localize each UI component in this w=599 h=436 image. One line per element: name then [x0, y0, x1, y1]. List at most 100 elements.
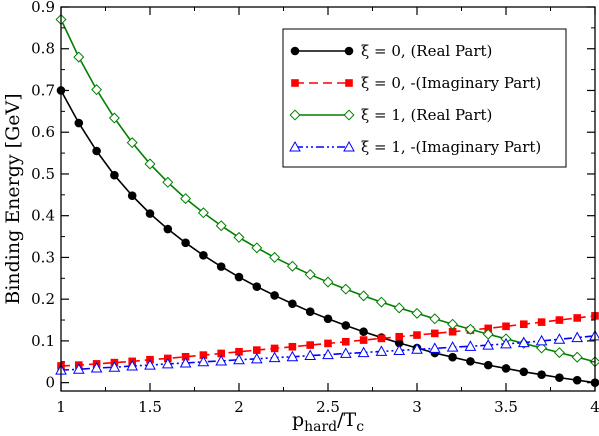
axes-layer: 1 1.5 2 2.5 3 3.5 4 0 0.1 0.2 0.3 0.4 0.5 0.6 0.7 0.8 0.… — [31, 0, 599, 416]
series-2-point — [448, 327, 457, 336]
y-tick-label: 0.6 — [31, 123, 55, 141]
series-4-point — [411, 343, 423, 354]
legend-swatch-marker — [343, 140, 355, 152]
series-3-point — [286, 260, 298, 272]
series-4-point — [517, 336, 530, 348]
legend-swatch-marker — [345, 79, 353, 87]
x-tick-label: 1 — [56, 398, 66, 416]
x-axis-title-main: p — [292, 409, 304, 431]
series-1-point — [537, 370, 546, 380]
y-axis-title: Binding Energy [GeV] — [2, 93, 24, 304]
y-tick-label: 0.9 — [31, 0, 55, 16]
series-4-point — [108, 361, 121, 372]
series-4-point — [535, 334, 548, 346]
series-4-point — [126, 359, 139, 371]
series-4-point — [357, 346, 370, 358]
series-2-point — [324, 339, 332, 348]
series-4-point — [250, 352, 263, 364]
legend-box — [282, 28, 567, 168]
series-3-point — [464, 323, 476, 335]
series-2-point — [181, 352, 190, 361]
x-axis-title-mid: /T — [337, 409, 356, 431]
series-3-point — [571, 351, 583, 363]
x-tick-label: 3.5 — [494, 398, 518, 416]
series-1-point — [252, 282, 262, 291]
series-4-point — [553, 333, 566, 344]
series-1-point — [110, 170, 119, 180]
series-2-point — [537, 318, 546, 326]
series-3-point — [73, 51, 85, 63]
series-4-point — [179, 357, 192, 368]
series-4-point — [215, 354, 228, 366]
legend-swatch-marker — [289, 140, 301, 152]
series-4-point — [197, 355, 210, 367]
y-tick-label: 0 — [45, 374, 55, 392]
y-tick-label: 0.5 — [31, 165, 55, 183]
x-axis-title-sub: hard — [304, 419, 337, 435]
series-3-point — [322, 276, 334, 288]
series-4-point — [161, 357, 174, 369]
series-1 — [56, 86, 599, 387]
legend-item-1: ξ = 0, (Real Part) — [290, 42, 492, 60]
series-2-point — [377, 334, 386, 343]
series-2-point — [199, 351, 208, 359]
series-1-point — [483, 360, 493, 370]
series-1-point — [359, 327, 368, 337]
x-tick-label: 1.5 — [138, 398, 162, 416]
series-1-point — [448, 352, 457, 362]
series-2-point — [555, 316, 564, 324]
legend-swatch-marker — [290, 46, 300, 56]
series-1-point — [501, 364, 511, 373]
series-4-point — [72, 363, 85, 374]
series-3-point — [162, 176, 174, 188]
series-3-point — [197, 207, 209, 219]
legend-swatch-marker — [289, 109, 301, 121]
series-3-point — [215, 220, 227, 232]
series-1-point — [519, 367, 529, 377]
series-2-point — [235, 347, 243, 356]
series-2-point — [306, 341, 314, 349]
series-4-point — [482, 339, 495, 350]
series-4-point — [304, 349, 317, 361]
series-1-point — [74, 118, 84, 128]
x-tick-label: 4 — [590, 398, 599, 416]
series-1-point — [572, 375, 582, 385]
series-3-point — [126, 137, 138, 149]
series-3-point — [340, 283, 352, 295]
series-3-point — [482, 328, 494, 340]
legend-items: ξ = 0, (Real Part) ξ = 0, -(Imaginary Par… — [289, 42, 541, 156]
series-3-point — [447, 318, 459, 330]
legend-item-4: ξ = 1, -(Imaginary Part) — [289, 138, 541, 156]
y-tick-label: 0.1 — [31, 332, 55, 350]
x-tick-label: 2 — [234, 398, 244, 416]
series-3-point — [553, 347, 565, 359]
legend-item-3: ξ = 1, (Real Part) — [289, 106, 492, 124]
series-4-point — [233, 353, 245, 365]
series-1-point — [288, 299, 297, 309]
series-3-point — [251, 242, 263, 254]
series-1-point — [163, 224, 173, 234]
series-1-point — [127, 191, 137, 200]
series-1-point — [305, 307, 315, 316]
legend-item-2: ξ = 0, -(Imaginary Part) — [291, 74, 541, 92]
series-2-point — [484, 324, 492, 333]
series-2-point — [270, 344, 279, 353]
legend-label: ξ = 1, (Real Part) — [361, 106, 492, 124]
legend-label: ξ = 0, -(Imaginary Part) — [361, 74, 541, 92]
series-1-point — [466, 357, 475, 366]
series-3-point — [411, 307, 423, 319]
series-4-point — [375, 345, 388, 356]
legend-swatch-marker — [291, 79, 299, 87]
legend-label: ξ = 0, (Real Part) — [361, 42, 492, 60]
legend: ξ = 0, (Real Part) ξ = 0, -(Imaginary Par… — [282, 28, 567, 168]
series-4-point — [571, 331, 584, 343]
series-2-point — [288, 342, 297, 351]
series-2-point — [413, 331, 421, 339]
series-4-point — [393, 344, 406, 356]
series-4-point — [144, 359, 156, 370]
series-2-point — [253, 346, 261, 354]
series-3-point — [358, 290, 370, 302]
series-4 — [55, 329, 599, 375]
series-4-point — [339, 347, 352, 358]
